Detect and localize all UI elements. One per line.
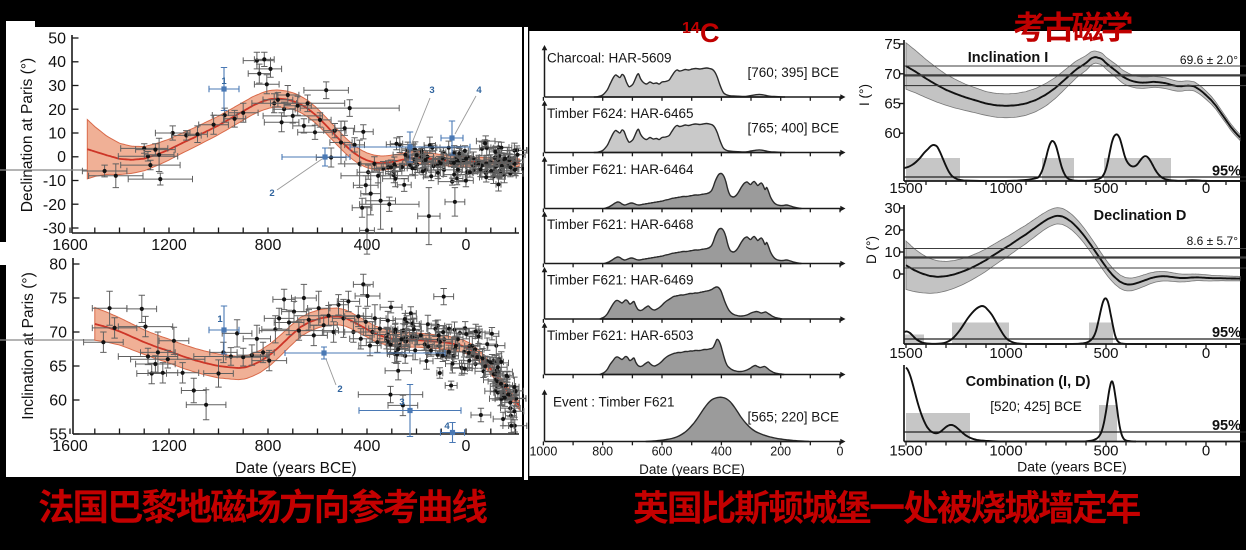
svg-text:65: 65 (49, 359, 67, 376)
svg-text:2: 2 (337, 384, 342, 395)
svg-text:Declination D: Declination D (1094, 208, 1187, 224)
svg-text:95%: 95% (1212, 325, 1241, 341)
svg-text:[565; 220] BCE: [565; 220] BCE (747, 410, 839, 425)
svg-text:800: 800 (592, 445, 613, 459)
svg-text:3: 3 (399, 397, 404, 408)
svg-text:[760; 395] BCE: [760; 395] BCE (747, 65, 839, 80)
svg-text:75: 75 (49, 291, 67, 308)
svg-text:800: 800 (255, 237, 282, 254)
svg-text:95%: 95% (1212, 418, 1241, 434)
svg-text:30: 30 (48, 78, 66, 95)
svg-text:4: 4 (444, 421, 450, 432)
svg-text:75: 75 (884, 36, 901, 53)
svg-text:1200: 1200 (151, 438, 187, 455)
svg-text:0: 0 (837, 445, 844, 459)
svg-text:1: 1 (221, 76, 227, 87)
svg-text:Date (years BCE): Date (years BCE) (639, 462, 745, 477)
svg-text:400: 400 (711, 445, 732, 459)
svg-text:1: 1 (217, 314, 223, 325)
svg-text:0: 0 (1202, 345, 1210, 362)
svg-text:69.6 ± 2.0°: 69.6 ± 2.0° (1180, 53, 1238, 67)
svg-text:2: 2 (269, 188, 274, 199)
svg-text:1000: 1000 (529, 445, 557, 459)
svg-text:Charcoal: HAR-5609: Charcoal: HAR-5609 (547, 51, 672, 66)
svg-text:55: 55 (49, 427, 67, 444)
svg-text:I (°): I (°) (857, 84, 872, 106)
svg-text:600: 600 (652, 445, 673, 459)
svg-text:95%: 95% (1212, 164, 1241, 180)
svg-text:1500: 1500 (889, 443, 922, 460)
svg-text:800: 800 (255, 438, 282, 455)
svg-text:0: 0 (462, 438, 471, 455)
svg-text:1200: 1200 (151, 237, 187, 254)
svg-text:3: 3 (429, 85, 434, 96)
svg-text:-30: -30 (43, 221, 66, 238)
svg-text:Timber F621: HAR-6469: Timber F621: HAR-6469 (547, 273, 694, 288)
svg-text:80: 80 (49, 257, 67, 274)
svg-text:0: 0 (1202, 180, 1210, 197)
svg-text:[520; 425] BCE: [520; 425] BCE (990, 399, 1082, 414)
svg-text:60: 60 (49, 393, 67, 410)
svg-text:1600: 1600 (52, 438, 88, 455)
svg-text:8.6 ± 5.7°: 8.6 ± 5.7° (1187, 234, 1239, 248)
svg-text:500: 500 (1093, 180, 1118, 197)
svg-text:Date (years BCE): Date (years BCE) (235, 460, 356, 477)
svg-text:400: 400 (354, 438, 381, 455)
svg-text:Timber F621: HAR-6468: Timber F621: HAR-6468 (547, 217, 694, 232)
svg-text:Timber F621: HAR-6503: Timber F621: HAR-6503 (547, 328, 694, 343)
svg-text:500: 500 (1093, 443, 1118, 460)
svg-text:20: 20 (884, 222, 901, 239)
svg-text:10: 10 (48, 126, 66, 143)
svg-text:Date (years BCE): Date (years BCE) (1017, 459, 1127, 475)
svg-text:40: 40 (48, 54, 66, 71)
svg-text:70: 70 (884, 66, 901, 83)
svg-text:65: 65 (884, 96, 901, 113)
svg-text:D (°): D (°) (864, 236, 879, 264)
svg-text:[765; 400] BCE: [765; 400] BCE (747, 121, 839, 136)
svg-text:C: C (700, 18, 720, 48)
svg-text:-10: -10 (43, 173, 66, 190)
svg-text:0: 0 (462, 237, 471, 254)
svg-text:Timber F621: HAR-6464: Timber F621: HAR-6464 (547, 162, 694, 177)
svg-text:70: 70 (49, 325, 67, 342)
svg-text:1000: 1000 (989, 443, 1022, 460)
svg-text:10: 10 (884, 244, 901, 261)
svg-text:1000: 1000 (989, 345, 1022, 362)
svg-text:1000: 1000 (989, 180, 1022, 197)
svg-text:1500: 1500 (889, 345, 922, 362)
svg-text:50: 50 (48, 31, 66, 48)
svg-text:20: 20 (48, 102, 66, 119)
svg-text:0: 0 (893, 266, 901, 283)
svg-text:Combination (I, D): Combination (I, D) (966, 374, 1091, 390)
svg-text:1500: 1500 (889, 180, 922, 197)
svg-text:-20: -20 (43, 197, 66, 214)
svg-text:500: 500 (1093, 345, 1118, 362)
svg-text:Event : Timber F621: Event : Timber F621 (553, 395, 675, 410)
svg-text:200: 200 (770, 445, 791, 459)
svg-text:0: 0 (1202, 443, 1210, 460)
svg-text:60: 60 (884, 125, 901, 142)
svg-text:30: 30 (884, 200, 901, 217)
svg-text:0: 0 (57, 149, 66, 166)
svg-text:Declination at Paris (°): Declination at Paris (°) (19, 58, 36, 212)
svg-text:4: 4 (476, 85, 482, 96)
svg-text:Inclination at Paris (°): Inclination at Paris (°) (20, 272, 37, 419)
svg-text:Inclination I: Inclination I (968, 50, 1049, 66)
svg-text:1600: 1600 (52, 237, 88, 254)
svg-text:14: 14 (682, 20, 700, 37)
svg-text:Timber F624: HAR-6465: Timber F624: HAR-6465 (547, 106, 694, 121)
